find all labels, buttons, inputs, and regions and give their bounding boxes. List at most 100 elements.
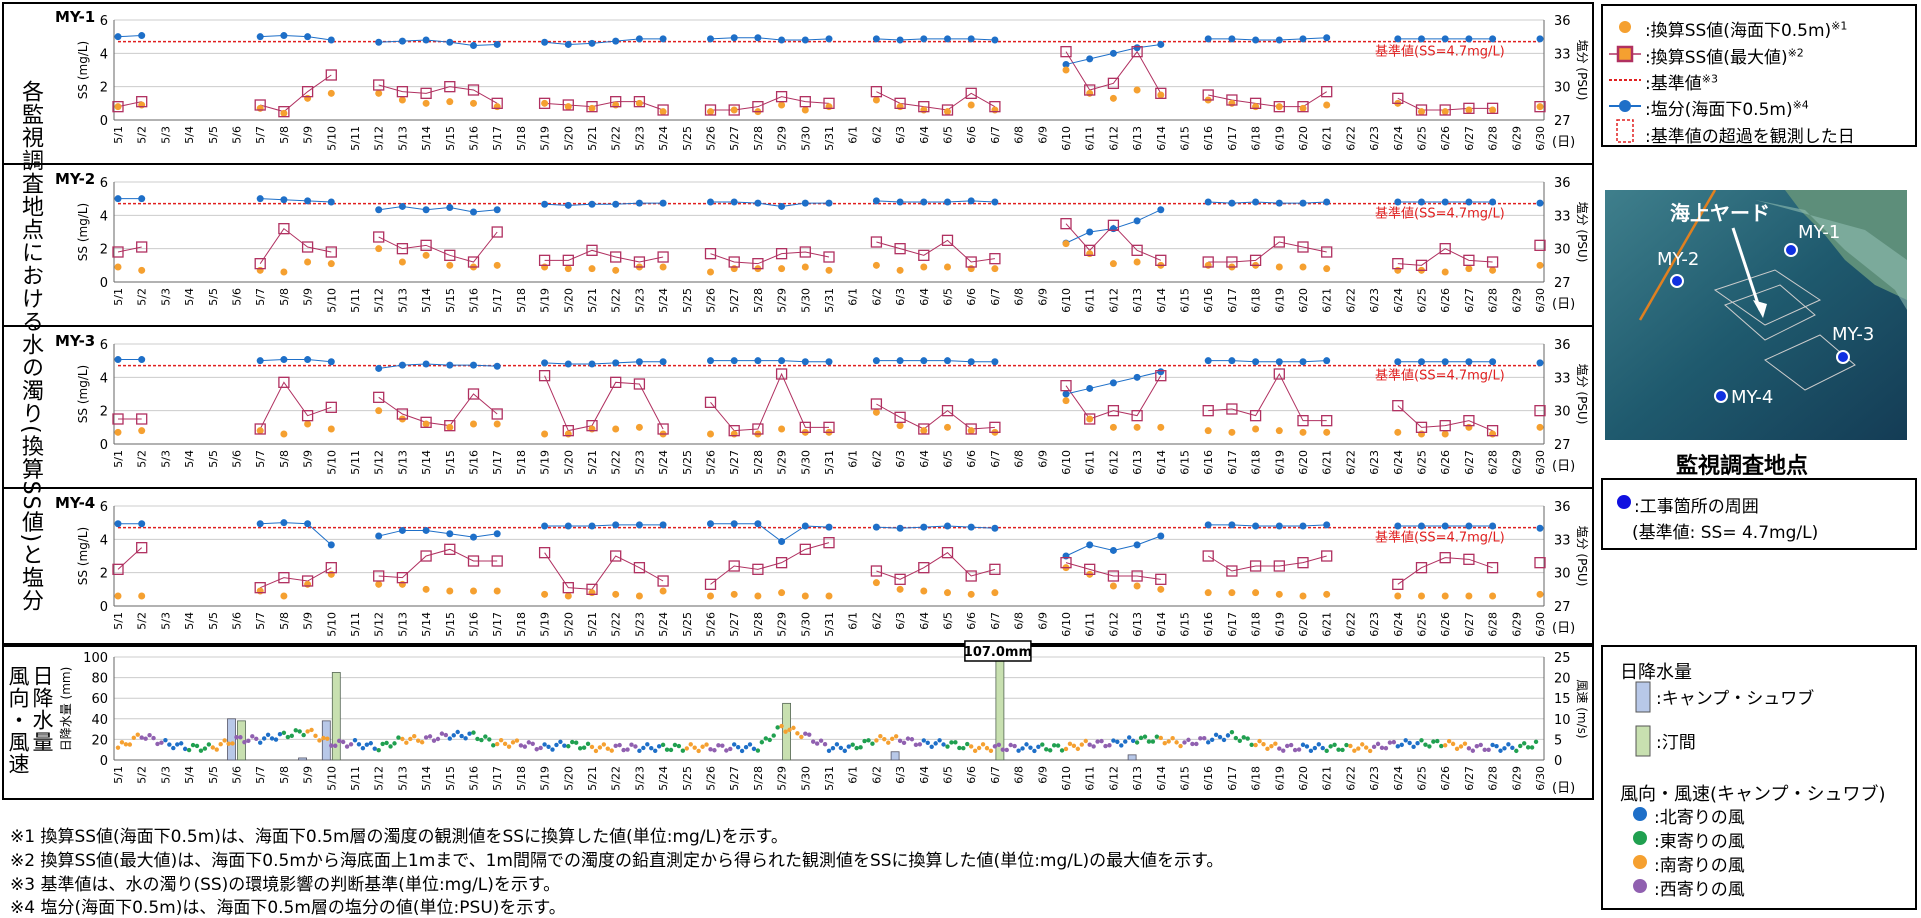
ss-surface-point: [612, 425, 620, 433]
wind-point: [340, 739, 346, 745]
x-tick-label: 5/8: [278, 450, 291, 468]
salinity-point: [114, 195, 122, 203]
x-tick-label: 6/24: [1392, 450, 1405, 475]
wind-point: [510, 740, 516, 745]
salinity-point: [588, 39, 596, 47]
salinity-point: [256, 520, 264, 528]
ss-max-point: [1202, 89, 1214, 101]
x-tick-label: 6/6: [965, 288, 978, 306]
ss-max-point: [325, 562, 337, 574]
wind-point: [716, 743, 721, 748]
x-tick-label: 5/24: [657, 288, 670, 313]
wind-point: [893, 734, 899, 739]
wind-point: [1462, 741, 1468, 746]
ss-surface-point: [1441, 108, 1449, 116]
salinity-point: [612, 521, 620, 529]
ss-max-point: [1226, 94, 1238, 106]
ss-max-point: [1107, 219, 1120, 231]
wind-point: [799, 734, 804, 740]
wind-north-symbol: [1633, 807, 1647, 821]
panel-my-4: 0 2 4 6 27 30 33 36 MY-4 SS (mg/L) 塩分 (PSU) 基準値(SS=…: [2, 487, 1594, 637]
rain-x-tick-label: 6/9: [1036, 766, 1049, 784]
salinity-point: [1275, 36, 1283, 44]
x-tick-label: 5/12: [373, 126, 386, 151]
salinity-line: [876, 525, 995, 529]
x-tick-label: 5/4: [183, 612, 196, 630]
salinity-point: [1441, 35, 1449, 43]
salinity-point: [1536, 359, 1544, 367]
x-tick-label: 5/28: [752, 126, 765, 151]
day-unit: (日): [1552, 297, 1575, 312]
x-tick-label: 6/16: [1202, 450, 1215, 475]
ss-max-point: [254, 423, 266, 435]
rain-kin-bar: [331, 672, 341, 761]
rain-x-tick-label: 6/25: [1416, 766, 1429, 791]
x-tick-label: 6/24: [1392, 288, 1405, 313]
ss-max-line: [544, 249, 664, 263]
salinity-point: [470, 533, 477, 541]
wind-point: [605, 746, 610, 751]
ss-max-point: [301, 86, 314, 98]
y2-tick-label: 36: [1554, 500, 1571, 515]
ss-max-point: [752, 101, 764, 113]
ss-max-point: [1202, 550, 1214, 562]
wind-point: [1344, 742, 1349, 748]
wind-point: [1237, 738, 1243, 744]
salinity-line: [378, 205, 498, 213]
ss-max-line: [378, 548, 498, 579]
ss-surface-point: [1157, 585, 1165, 593]
wind-point: [1103, 743, 1108, 749]
rain-y-tick-label: 20: [91, 733, 108, 748]
note-2: ※2 換算SS値(最大値)は、海面下0.5mから海底面上1mまで、1m間隔での濁…: [10, 851, 1224, 871]
rain-x-tick-label: 6/10: [1060, 766, 1073, 791]
wind-y-tick-label: 5: [1554, 733, 1562, 748]
wind-point: [720, 743, 725, 748]
salinity-point: [896, 524, 904, 532]
ss-surface-point: [730, 590, 738, 598]
ss-max-point: [420, 416, 432, 428]
ss-surface-point: [991, 265, 999, 273]
x-tick-label: 6/29: [1510, 450, 1523, 475]
ss-surface-point: [375, 580, 383, 588]
y2-tick-label: 27: [1554, 438, 1571, 453]
ss-surface-point: [114, 263, 122, 271]
day-unit: (日): [1552, 459, 1575, 474]
x-tick-label: 6/30: [1534, 126, 1547, 151]
wind-point: [179, 741, 184, 746]
rain-x-tick-label: 6/7: [989, 766, 1002, 784]
x-tick-label: 5/31: [823, 288, 836, 313]
salinity-point: [1157, 40, 1165, 48]
salinity-axis-label: 塩分 (PSU): [1575, 202, 1590, 263]
x-tick-label: 5/2: [136, 288, 149, 306]
wind-point: [1194, 741, 1199, 747]
wind-point: [281, 730, 287, 735]
wind-point: [404, 740, 409, 745]
ss-max-point: [254, 99, 266, 111]
ss-max-point: [1439, 243, 1451, 255]
ss-max-point: [325, 401, 337, 413]
ss-max-point: [775, 557, 788, 569]
wind-point: [1020, 746, 1025, 751]
wind-point: [621, 747, 626, 753]
y2-tick-label: 27: [1554, 276, 1571, 291]
wind-point: [246, 738, 251, 744]
x-tick-label: 6/29: [1510, 126, 1523, 151]
salinity-point: [304, 520, 312, 528]
map-caption: 監視調査地点: [1676, 454, 1809, 479]
salinity-point: [493, 40, 501, 48]
salinity-point: [896, 357, 904, 365]
ss-max-point: [1107, 405, 1120, 417]
ss-max-point: [823, 537, 835, 549]
salinity-point: [1465, 198, 1473, 206]
rain-axis-label: 日降水量 (mm): [59, 667, 73, 752]
salinity-point: [1252, 358, 1260, 366]
wind-point: [139, 735, 144, 740]
x-tick-label: 6/9: [1036, 126, 1049, 144]
salinity-point: [1204, 521, 1212, 529]
salinity-point: [1323, 198, 1331, 206]
wind-point: [506, 744, 512, 749]
salinity-point: [872, 197, 880, 205]
ss-max-point: [136, 542, 148, 554]
rain-y-tick-label: 0: [100, 754, 108, 769]
x-tick-label: 6/8: [1013, 450, 1026, 468]
